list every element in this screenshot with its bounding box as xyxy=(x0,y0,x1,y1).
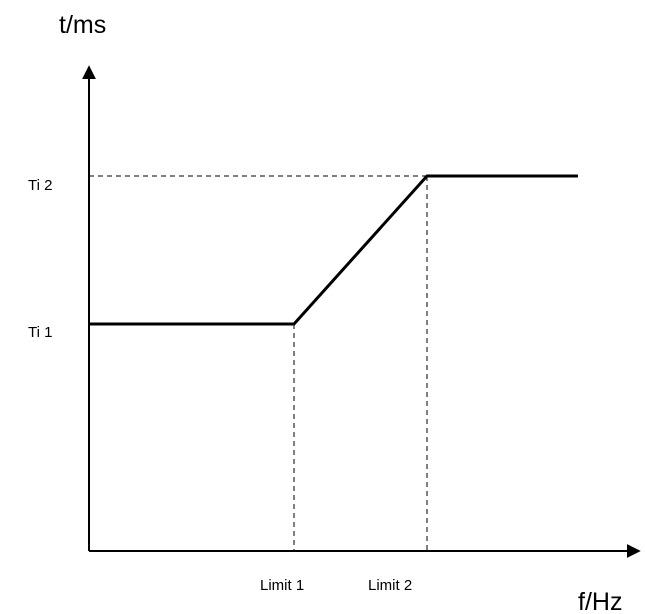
y-tick-ti-1: Ti 1 xyxy=(28,324,52,341)
y-tick-ti-2: Ti 2 xyxy=(28,177,52,194)
x-tick-limit-2: Limit 2 xyxy=(368,577,412,594)
y-axis-title: t/ms xyxy=(59,11,106,39)
x-tick-limit-1: Limit 1 xyxy=(260,577,304,594)
x-axis-title: f/Hz xyxy=(578,588,622,614)
series-line xyxy=(89,174,578,326)
